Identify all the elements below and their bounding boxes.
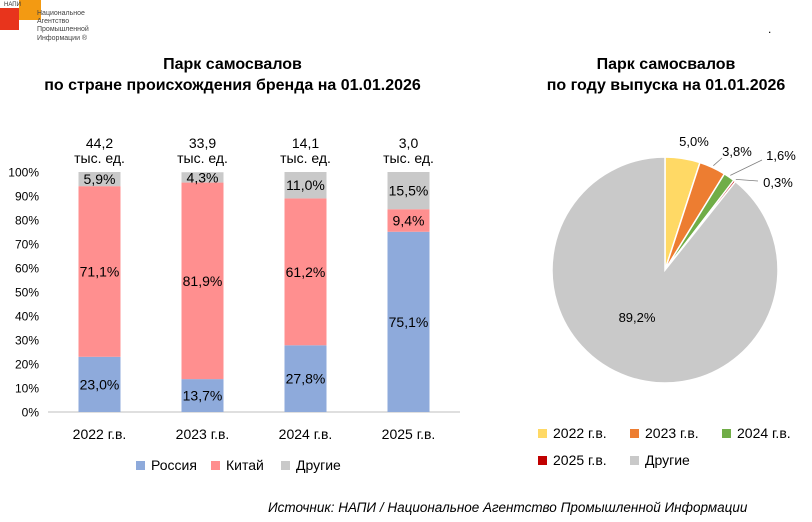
- bar-segment: [387, 172, 430, 210]
- bar-segment: [181, 182, 224, 380]
- bar-segment: [181, 172, 224, 183]
- bar-data-label: 75,1%: [389, 314, 429, 330]
- pie-leader-line: [730, 159, 763, 176]
- x-tick-label: 2025 г.в.: [382, 426, 436, 442]
- bar-segment: [284, 345, 327, 412]
- logo-red-square: [0, 8, 19, 30]
- bar-segment: [181, 379, 224, 412]
- bar-total-value: 3,0: [399, 135, 419, 151]
- bar-chart-title-line-1: Парк самосвалов: [163, 56, 302, 73]
- legend-2025-label: 2025 г.в.: [553, 452, 607, 468]
- y-tick-label: 90%: [15, 190, 39, 204]
- legend-2023-swatch: [630, 428, 639, 438]
- bar-segment: [387, 209, 430, 232]
- napi-logo: НАПИ Национальное Агентство Промышленной…: [0, 0, 100, 60]
- legend-2025: 2025 г.в.: [538, 452, 607, 468]
- legend-2022-swatch: [538, 428, 547, 438]
- legend-2023: 2023 г.в.: [630, 425, 699, 441]
- legend-pie-other-swatch: [630, 455, 639, 465]
- pie-chart-title-line-2: по году выпуска на 01.01.2026: [546, 77, 786, 94]
- bar-segment: [284, 172, 327, 199]
- x-tick-label: 2024 г.в.: [279, 426, 333, 442]
- bar-total-unit: тыс. ед.: [74, 150, 125, 166]
- bar-data-label: 4,3%: [187, 169, 219, 185]
- legend-other: Другие: [281, 457, 341, 473]
- y-tick-label: 0%: [22, 406, 40, 420]
- legend-other-swatch: [281, 460, 290, 470]
- legend-china: Китай: [211, 457, 264, 473]
- legend-2025-swatch: [538, 455, 547, 465]
- legend-russia-label: Россия: [151, 457, 197, 473]
- corner-mark: .: [768, 22, 772, 36]
- legend-russia-swatch: [136, 460, 145, 470]
- pie-data-label: 1,6%: [766, 148, 796, 163]
- pie-leader-line: [713, 157, 723, 166]
- bar-data-label: 15,5%: [389, 183, 429, 199]
- bar-segment: [78, 172, 121, 187]
- bar-total-value: 33,9: [189, 135, 216, 151]
- pie-chart-title-line-1: Парк самосвалов: [596, 56, 736, 73]
- bar-total-unit: тыс. ед.: [280, 150, 331, 166]
- y-tick-label: 50%: [15, 286, 39, 300]
- y-tick-label: 10%: [15, 382, 39, 396]
- bar-data-label: 9,4%: [393, 212, 425, 228]
- pie-data-label: 5,0%: [679, 134, 709, 149]
- y-tick-label: 60%: [15, 262, 39, 276]
- legend-china-swatch: [211, 460, 220, 470]
- bar-segment: [78, 186, 121, 357]
- legend-2024-label: 2024 г.в.: [737, 425, 791, 441]
- bar-total-value: 44,2: [86, 135, 113, 151]
- bar-segment: [78, 356, 121, 412]
- y-tick-label: 30%: [15, 334, 39, 348]
- y-tick-label: 100%: [8, 166, 39, 180]
- bar-total-unit: тыс. ед.: [383, 150, 434, 166]
- legend-china-label: Китай: [226, 457, 264, 473]
- bar-total-unit: тыс. ед.: [177, 150, 228, 166]
- legend-2022-label: 2022 г.в.: [553, 425, 607, 441]
- pie-data-label: 3,8%: [722, 144, 752, 159]
- legend-2024-swatch: [722, 428, 731, 438]
- legend-2023-label: 2023 г.в.: [645, 425, 699, 441]
- legend-pie-other: Другие: [630, 452, 690, 468]
- pie-data-label: 0,3%: [763, 175, 793, 190]
- bar-data-label: 61,2%: [286, 264, 326, 280]
- source-note: Источник: НАПИ / Национальное Агентство …: [268, 500, 748, 515]
- pie-leader-line: [735, 179, 759, 182]
- pie-data-label: 89,2%: [619, 310, 656, 325]
- bar-data-label: 13,7%: [183, 388, 223, 404]
- legend-other-label: Другие: [296, 457, 341, 473]
- bar-total-value: 14,1: [292, 135, 319, 151]
- bar-data-label: 27,8%: [286, 371, 326, 387]
- y-tick-label: 80%: [15, 214, 39, 228]
- y-tick-label: 70%: [15, 238, 39, 252]
- legend-2024: 2024 г.в.: [722, 425, 791, 441]
- y-tick-label: 20%: [15, 358, 39, 372]
- legend-russia: Россия: [136, 457, 197, 473]
- bar-data-label: 5,9%: [84, 171, 116, 187]
- pie-slice: [551, 156, 779, 384]
- bar-chart-title: Парк самосвалов по стране происхождения …: [0, 54, 465, 96]
- logo-orange-square: [19, 0, 41, 20]
- bar-data-label: 71,1%: [80, 263, 120, 279]
- bar-data-label: 11,0%: [286, 177, 325, 193]
- logo-abbr: НАПИ: [4, 2, 21, 8]
- x-tick-label: 2022 г.в.: [73, 426, 127, 442]
- bar-chart-title-line-2: по стране происхождения бренда на 01.01.…: [44, 77, 421, 94]
- legend-2022: 2022 г.в.: [538, 425, 607, 441]
- legend-pie-other-label: Другие: [645, 452, 690, 468]
- pie-chart-title: Парк самосвалов по году выпуска на 01.01…: [520, 54, 812, 96]
- bar-segment: [284, 198, 327, 346]
- bar-data-label: 81,9%: [183, 273, 223, 289]
- logo-text: Национальное Агентство Промышленной Инфо…: [37, 10, 89, 42]
- bar-data-label: 23,0%: [80, 376, 120, 392]
- x-tick-label: 2023 г.в.: [176, 426, 230, 442]
- bar-segment: [387, 231, 430, 412]
- y-tick-label: 40%: [15, 310, 39, 324]
